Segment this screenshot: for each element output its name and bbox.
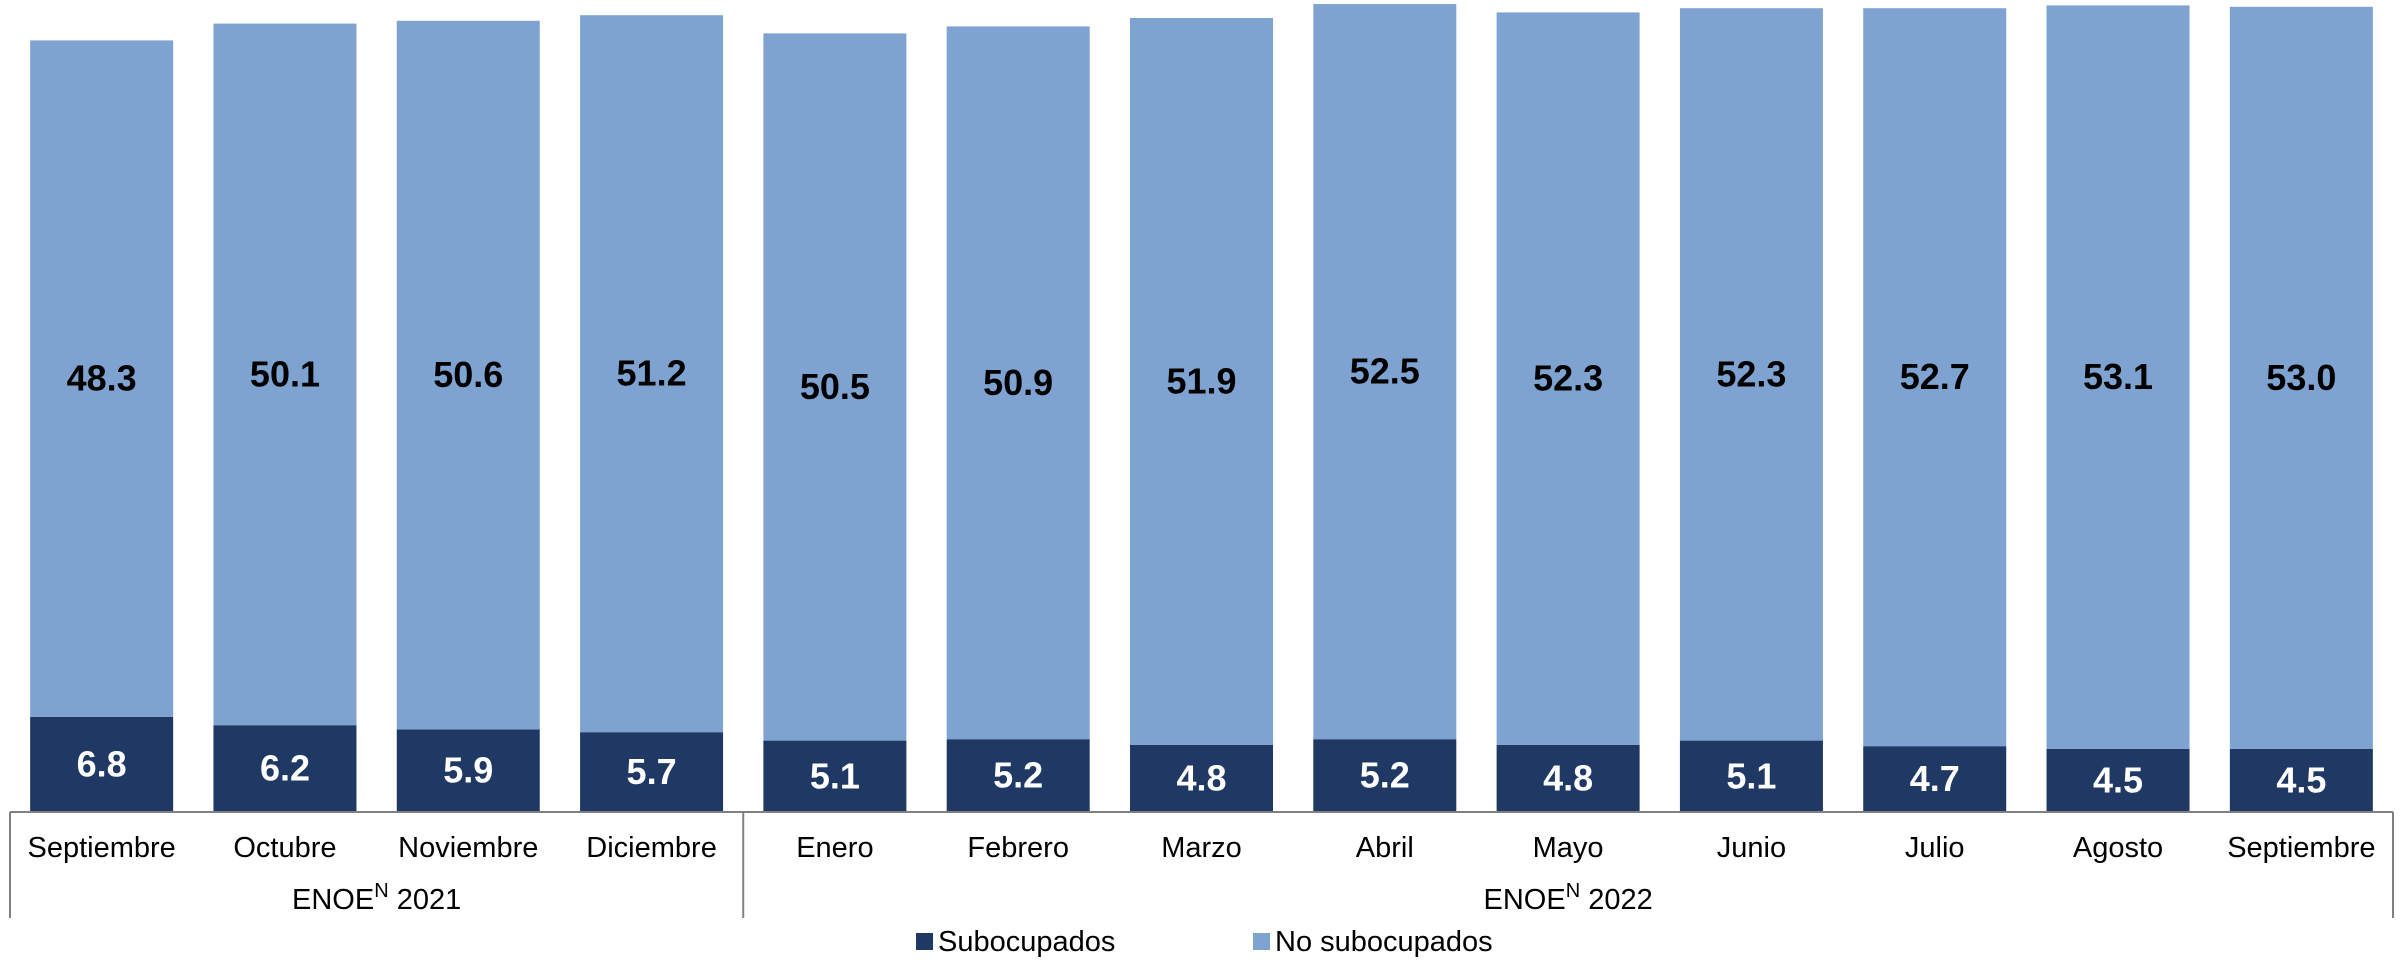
data-label-no-subocupados: 51.9 <box>1166 360 1236 401</box>
data-label-subocupados: 4.7 <box>1910 758 1960 799</box>
category-tick-label: Marzo <box>1161 832 1242 864</box>
data-label-no-subocupados: 48.3 <box>67 358 137 399</box>
bar-no-subocupados <box>213 23 357 726</box>
category-tick-label: Septiembre <box>27 832 175 864</box>
category-tick-label: Febrero <box>967 832 1069 864</box>
bars-layer <box>30 4 2373 812</box>
bar-subocupados <box>1679 740 1823 812</box>
data-label-no-subocupados: 53.0 <box>2266 357 2336 398</box>
bar-subocupados <box>1863 746 2007 812</box>
legend-swatch-no-subocupados <box>1253 933 1270 950</box>
data-label-subocupados: 5.1 <box>1726 755 1776 796</box>
legend-label-subocupados: Subocupados <box>938 926 1115 958</box>
bar-no-subocupados <box>1313 4 1457 740</box>
bar-no-subocupados <box>1130 18 1273 745</box>
data-label-subocupados: 4.8 <box>1543 757 1593 798</box>
data-label-subocupados: 5.2 <box>993 755 1043 796</box>
value-labels-layer: 6.8 48.3 6.2 50.1 5.9 50.6 5.7 51.2 5.1 50.5 5.2 50… <box>67 351 2337 801</box>
bar-no-subocupados <box>1863 8 2007 747</box>
data-label-no-subocupados: 50.6 <box>433 354 503 395</box>
bar-no-subocupados <box>396 20 540 730</box>
bar-subocupados <box>1496 744 1640 812</box>
bar-subocupados <box>30 716 174 812</box>
data-label-no-subocupados: 50.9 <box>983 362 1053 403</box>
bar-no-subocupados <box>2229 6 2373 749</box>
data-label-subocupados: 5.7 <box>627 751 677 792</box>
data-label-subocupados: 4.5 <box>2093 759 2143 800</box>
data-label-no-subocupados: 51.2 <box>617 353 687 394</box>
category-tick-label: Julio <box>1905 832 1965 864</box>
data-label-subocupados: 6.8 <box>77 743 127 784</box>
data-label-subocupados: 5.2 <box>1360 755 1410 796</box>
category-tick-label: Agosto <box>2073 832 2163 864</box>
data-label-no-subocupados: 52.3 <box>1533 358 1603 399</box>
bar-no-subocupados <box>580 15 724 733</box>
data-label-no-subocupados: 53.1 <box>2083 356 2153 397</box>
bar-subocupados <box>396 729 540 812</box>
category-tick-label: Octubre <box>233 832 336 864</box>
legend: Subocupados No subocupados <box>916 926 1493 958</box>
category-tick-label: Enero <box>796 832 873 864</box>
bar-subocupados <box>580 732 724 812</box>
bar-no-subocupados <box>763 33 907 741</box>
bar-subocupados <box>1130 744 1273 812</box>
bar-subocupados <box>2046 748 2190 812</box>
legend-swatch-subocupados <box>916 933 933 950</box>
category-tick-label: Noviembre <box>398 832 538 864</box>
data-label-subocupados: 5.1 <box>810 755 860 796</box>
group-label: ENOEN 2021 <box>292 880 461 916</box>
legend-label-no-subocupados: No subocupados <box>1275 926 1493 958</box>
data-label-subocupados: 5.9 <box>443 750 493 791</box>
data-label-no-subocupados: 52.3 <box>1716 353 1786 394</box>
category-tick-label: Septiembre <box>2227 832 2375 864</box>
bar-subocupados <box>1313 739 1457 812</box>
data-label-no-subocupados: 52.7 <box>1900 356 1970 397</box>
bar-no-subocupados <box>1496 12 1640 745</box>
data-label-subocupados: 6.2 <box>260 748 310 789</box>
bar-no-subocupados <box>946 26 1090 740</box>
bar-subocupados <box>946 739 1090 812</box>
category-tick-label: Mayo <box>1533 832 1604 864</box>
data-label-no-subocupados: 50.1 <box>250 353 320 394</box>
bar-subocupados <box>2229 748 2373 812</box>
category-tick-label: Diciembre <box>586 832 717 864</box>
data-label-no-subocupados: 50.5 <box>800 366 870 407</box>
category-tick-label: Junio <box>1717 832 1786 864</box>
bar-subocupados <box>763 740 907 812</box>
bar-no-subocupados <box>2046 5 2190 749</box>
group-label: ENOEN 2022 <box>1484 880 1653 916</box>
data-label-subocupados: 4.5 <box>2276 759 2326 800</box>
bar-no-subocupados <box>1679 8 1823 741</box>
category-tick-label: Abril <box>1356 832 1414 864</box>
category-axis: Septiembre Octubre Noviembre Diciembre Enero… <box>9 811 2394 918</box>
bar-no-subocupados <box>30 40 174 717</box>
bar-subocupados <box>213 725 357 812</box>
data-label-subocupados: 4.8 <box>1176 757 1226 798</box>
data-label-no-subocupados: 52.5 <box>1350 351 1420 392</box>
